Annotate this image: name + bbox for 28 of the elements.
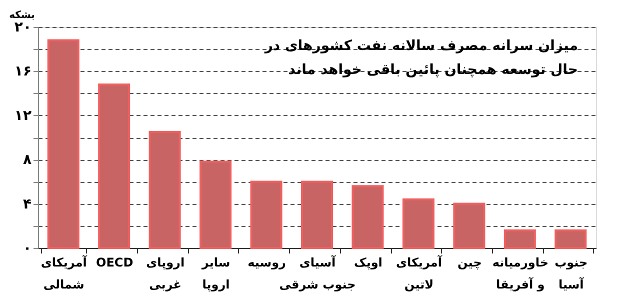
bar — [148, 130, 181, 249]
bar — [504, 229, 536, 249]
bar — [47, 39, 80, 249]
x-tick-label: سایر اروپا — [200, 256, 230, 292]
x-tick-label: OECD — [96, 256, 134, 270]
bar — [98, 83, 130, 249]
bar — [453, 202, 486, 249]
y-tick-label: ۲۰ — [14, 20, 32, 36]
bar — [301, 180, 333, 249]
x-tick-label: روسیه — [248, 256, 286, 270]
x-tick-label: اوپک — [354, 256, 382, 270]
bar — [352, 185, 384, 249]
x-tick-label: اروپای غربی — [146, 256, 185, 292]
x-tick-label: آمریکای شمالی — [40, 254, 88, 292]
y-tick-label: ۸ — [22, 152, 32, 168]
y-tick-label: ۰ — [22, 240, 32, 256]
x-tick-label: چین — [458, 256, 482, 270]
bar — [554, 229, 587, 249]
bar — [250, 180, 282, 249]
bar — [402, 198, 434, 249]
bar — [200, 160, 232, 249]
y-axis-title: بشکه — [9, 10, 35, 21]
y-tick-label: ۴ — [22, 196, 32, 212]
x-tick-label: جنوب آسیا — [554, 256, 588, 292]
y-tick-label: ۱۲ — [14, 108, 32, 124]
y-tick-label: ۱۶ — [14, 64, 32, 80]
x-tick-label: خاورمیانه و آفریقا — [492, 256, 548, 292]
x-tick-label: آمریکای لاتین — [396, 254, 443, 292]
